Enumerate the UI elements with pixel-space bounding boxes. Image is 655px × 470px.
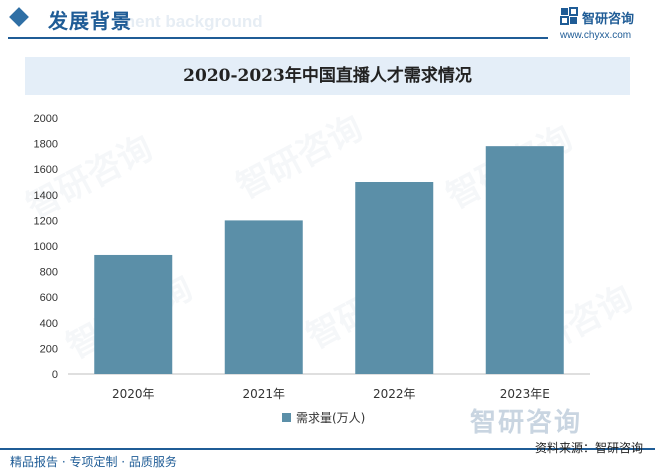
chart-title-band: 2020-2023年中国直播人才需求情况 [25, 57, 630, 95]
bar [355, 182, 434, 374]
y-tick-label: 1000 [34, 241, 58, 253]
x-tick-label: 2023年E [500, 387, 550, 401]
y-tick-label: 1800 [34, 139, 58, 151]
brand-logo-icon [560, 7, 578, 25]
y-tick-label: 2000 [34, 113, 58, 125]
diamond-icon [9, 7, 29, 27]
legend-swatch [282, 413, 291, 422]
y-tick-label: 1200 [34, 215, 58, 227]
bar [224, 220, 303, 374]
y-tick-label: 800 [40, 267, 58, 279]
brand-block: 智研咨询 www.chyxx.com [560, 7, 650, 41]
bar [485, 146, 564, 374]
brand-name: 智研咨询 [582, 12, 635, 27]
y-tick-label: 600 [40, 292, 58, 304]
bar [94, 254, 173, 374]
y-tick-label: 1400 [34, 190, 58, 202]
y-tick-label: 400 [40, 318, 58, 330]
footer-slogan: 精品报告 · 专项定制 · 品质服务 [10, 455, 177, 469]
footer-divider [0, 448, 655, 450]
chart-title: 2020-2023年中国直播人才需求情况 [183, 66, 472, 86]
page-header: ment background 发展背景 智研咨询 www.chyxx.com [0, 0, 655, 42]
brand-url: www.chyxx.com [560, 30, 632, 41]
data-source: 资料来源：智研咨询 [534, 441, 643, 455]
legend-label: 需求量(万人) [296, 411, 365, 425]
section-subtitle: ment background [120, 12, 263, 31]
brand-watermark: 智研咨询 [470, 408, 583, 438]
section-title: 发展背景 [48, 9, 132, 33]
bar-chart: 0 200 400 600 800 1000 1200 1400 1600 1800 2000 202… [34, 113, 590, 425]
y-tick-label: 0 [52, 369, 58, 381]
header-divider [8, 37, 548, 39]
x-tick-label: 2021年 [242, 387, 285, 401]
x-tick-label: 2022年 [373, 387, 416, 401]
page-footer: 精品报告 · 专项定制 · 品质服务 资料来源：智研咨询 [0, 440, 655, 470]
y-tick-label: 200 [40, 343, 58, 355]
y-tick-label: 1600 [34, 164, 58, 176]
x-tick-label: 2020年 [112, 387, 155, 401]
